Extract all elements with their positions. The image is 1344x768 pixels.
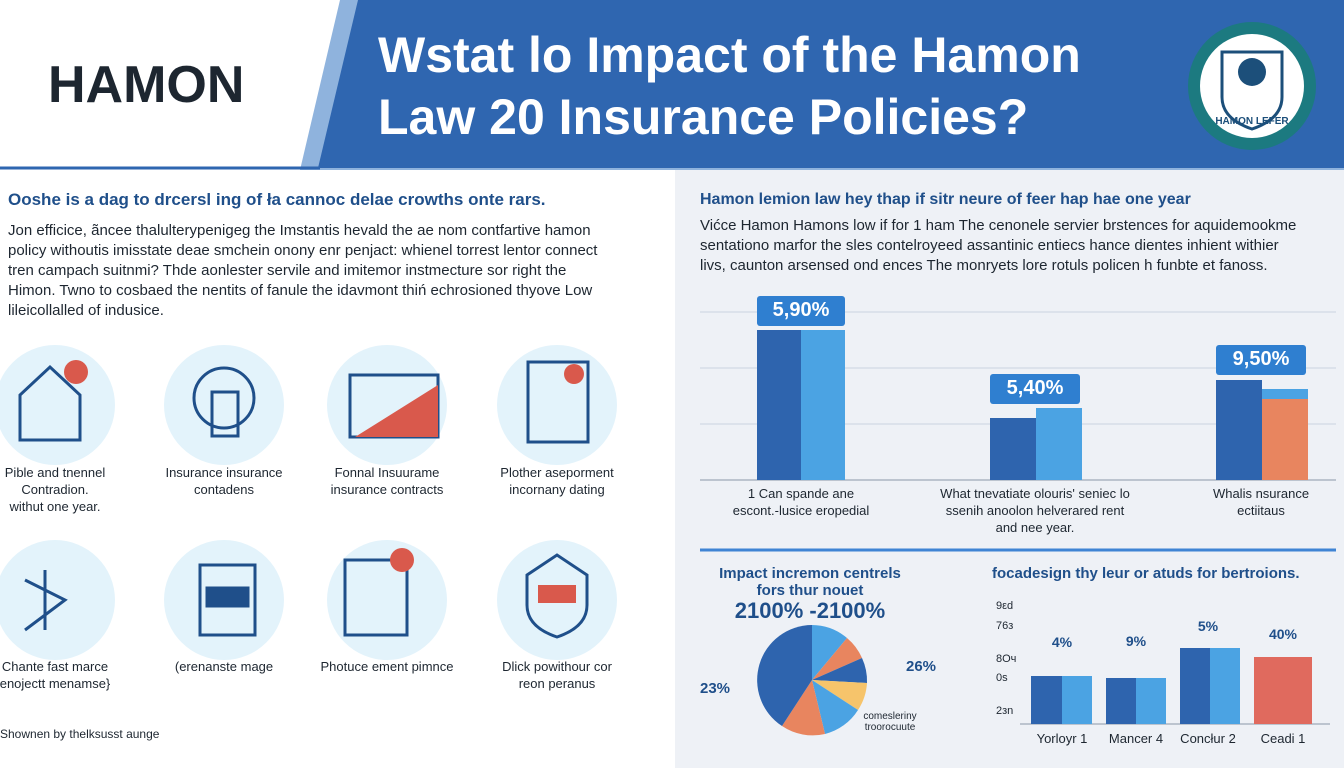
paragraph: lileicollalled of indusice.	[8, 302, 164, 319]
icon-label: Plother aseporment	[500, 465, 614, 480]
category-label: ssenih anoolon helverared rent	[945, 503, 1125, 518]
category-label: escont.-lusice eropedial	[732, 503, 870, 518]
logo-head	[1238, 58, 1266, 86]
icons	[18, 360, 590, 639]
paragraph: policy withoutis imisstate deae smchein …	[8, 242, 598, 259]
category-label: 1 Can spande ane	[747, 486, 855, 501]
icon-label: enojectt menamse}	[0, 676, 111, 691]
axis-label: 8Оч	[996, 653, 1017, 665]
pie-note: troorocuute	[864, 722, 916, 733]
heading: Hamon lemion law hey thap if sitr neure …	[700, 191, 1191, 208]
icon-label: contadens	[194, 482, 254, 497]
category-label: Concłur 2	[1180, 731, 1236, 746]
paragraph: Himon. Twno to cosbaed the nentits of fa…	[8, 282, 593, 299]
paragraph: Vićce Hamon Hamons low if for 1 ham The …	[700, 217, 1297, 234]
footer: Shownen by thelksusst aunge	[0, 727, 160, 741]
value-label: 5,40%	[1006, 377, 1064, 399]
category-label: Yorloyr 1	[1036, 731, 1088, 746]
icon-label: Pible and tnennel	[4, 465, 106, 480]
category-label: What tnevatiate olouris' seniec lo	[940, 486, 1130, 501]
icon-label: Insurance insurance	[165, 465, 283, 480]
category-label: Mancer 4	[1108, 731, 1164, 746]
category-label: Whalis nsurance	[1212, 486, 1310, 501]
pie	[757, 625, 868, 736]
icon-label: incornany dating	[509, 482, 605, 497]
value-label: 40%	[1268, 626, 1298, 642]
icon-label: withut one year.	[9, 499, 101, 514]
logo-shield	[1220, 50, 1284, 131]
pie-title: fors thur nouet	[756, 582, 864, 599]
icon-label: Photuce ement pimnce	[320, 659, 454, 674]
value-boxes	[757, 296, 1306, 404]
axis-label: 76з	[996, 620, 1014, 632]
pie-big: 2100% -2100%	[734, 598, 886, 623]
bottom-bars	[1031, 648, 1312, 724]
paragraph: sentationo marfor the sles contelroyeed …	[700, 237, 1279, 254]
logo-text: HAMON LEFER	[1215, 116, 1289, 127]
pie-title: Impact incremon centrels	[719, 565, 901, 582]
value-label: 5,90%	[772, 299, 830, 321]
value-label: 4%	[1051, 634, 1073, 650]
category-label: and nee year.	[995, 520, 1075, 535]
category-label: Ceadi 1	[1260, 731, 1306, 746]
paragraph: livs, caunton arsensed ond ences The mon…	[700, 257, 1268, 274]
heading: Ooshe is a dag to drcersl ing of ła cann…	[8, 190, 546, 209]
icon-label: Chante fast marce	[1, 659, 109, 674]
axis-label: 0s	[996, 672, 1008, 684]
icon-label: Fonnal Insuurame	[334, 465, 440, 480]
pie-label: 26%	[906, 658, 937, 675]
icon-label: reon peranus	[518, 676, 596, 691]
icon-label: (erenanste mage	[174, 659, 274, 674]
category-label: ectiitaus	[1237, 503, 1285, 518]
title: Law 20 Insurance Policies?	[378, 89, 1029, 145]
pie-note: comesleriny	[863, 711, 917, 722]
paragraph: Jon efficice, ãncee thalulterypenigeg th…	[8, 222, 591, 239]
paragraph: tren campach suitnmi? Thde aonlester ser…	[8, 262, 567, 279]
value-label: 5%	[1197, 618, 1219, 634]
value-label: 9%	[1125, 633, 1147, 649]
icon-label: Dlick powithour cor	[502, 659, 612, 674]
axis-label: 2зn	[996, 705, 1014, 717]
axis-label: 9εd	[996, 600, 1014, 612]
top-bars	[757, 330, 1308, 480]
value-label: 9,50%	[1232, 348, 1290, 370]
title: Wstat lo Impact of the Hamon	[378, 27, 1081, 83]
pie-label: 23%	[700, 680, 731, 697]
icon-label: insurance contracts	[330, 482, 444, 497]
brand: HAMON	[48, 56, 245, 114]
header-band	[318, 0, 1344, 168]
chart-title: focadesign thy leur or atuds for bertroi…	[992, 565, 1300, 582]
icon-label: Contradion.	[21, 482, 89, 497]
